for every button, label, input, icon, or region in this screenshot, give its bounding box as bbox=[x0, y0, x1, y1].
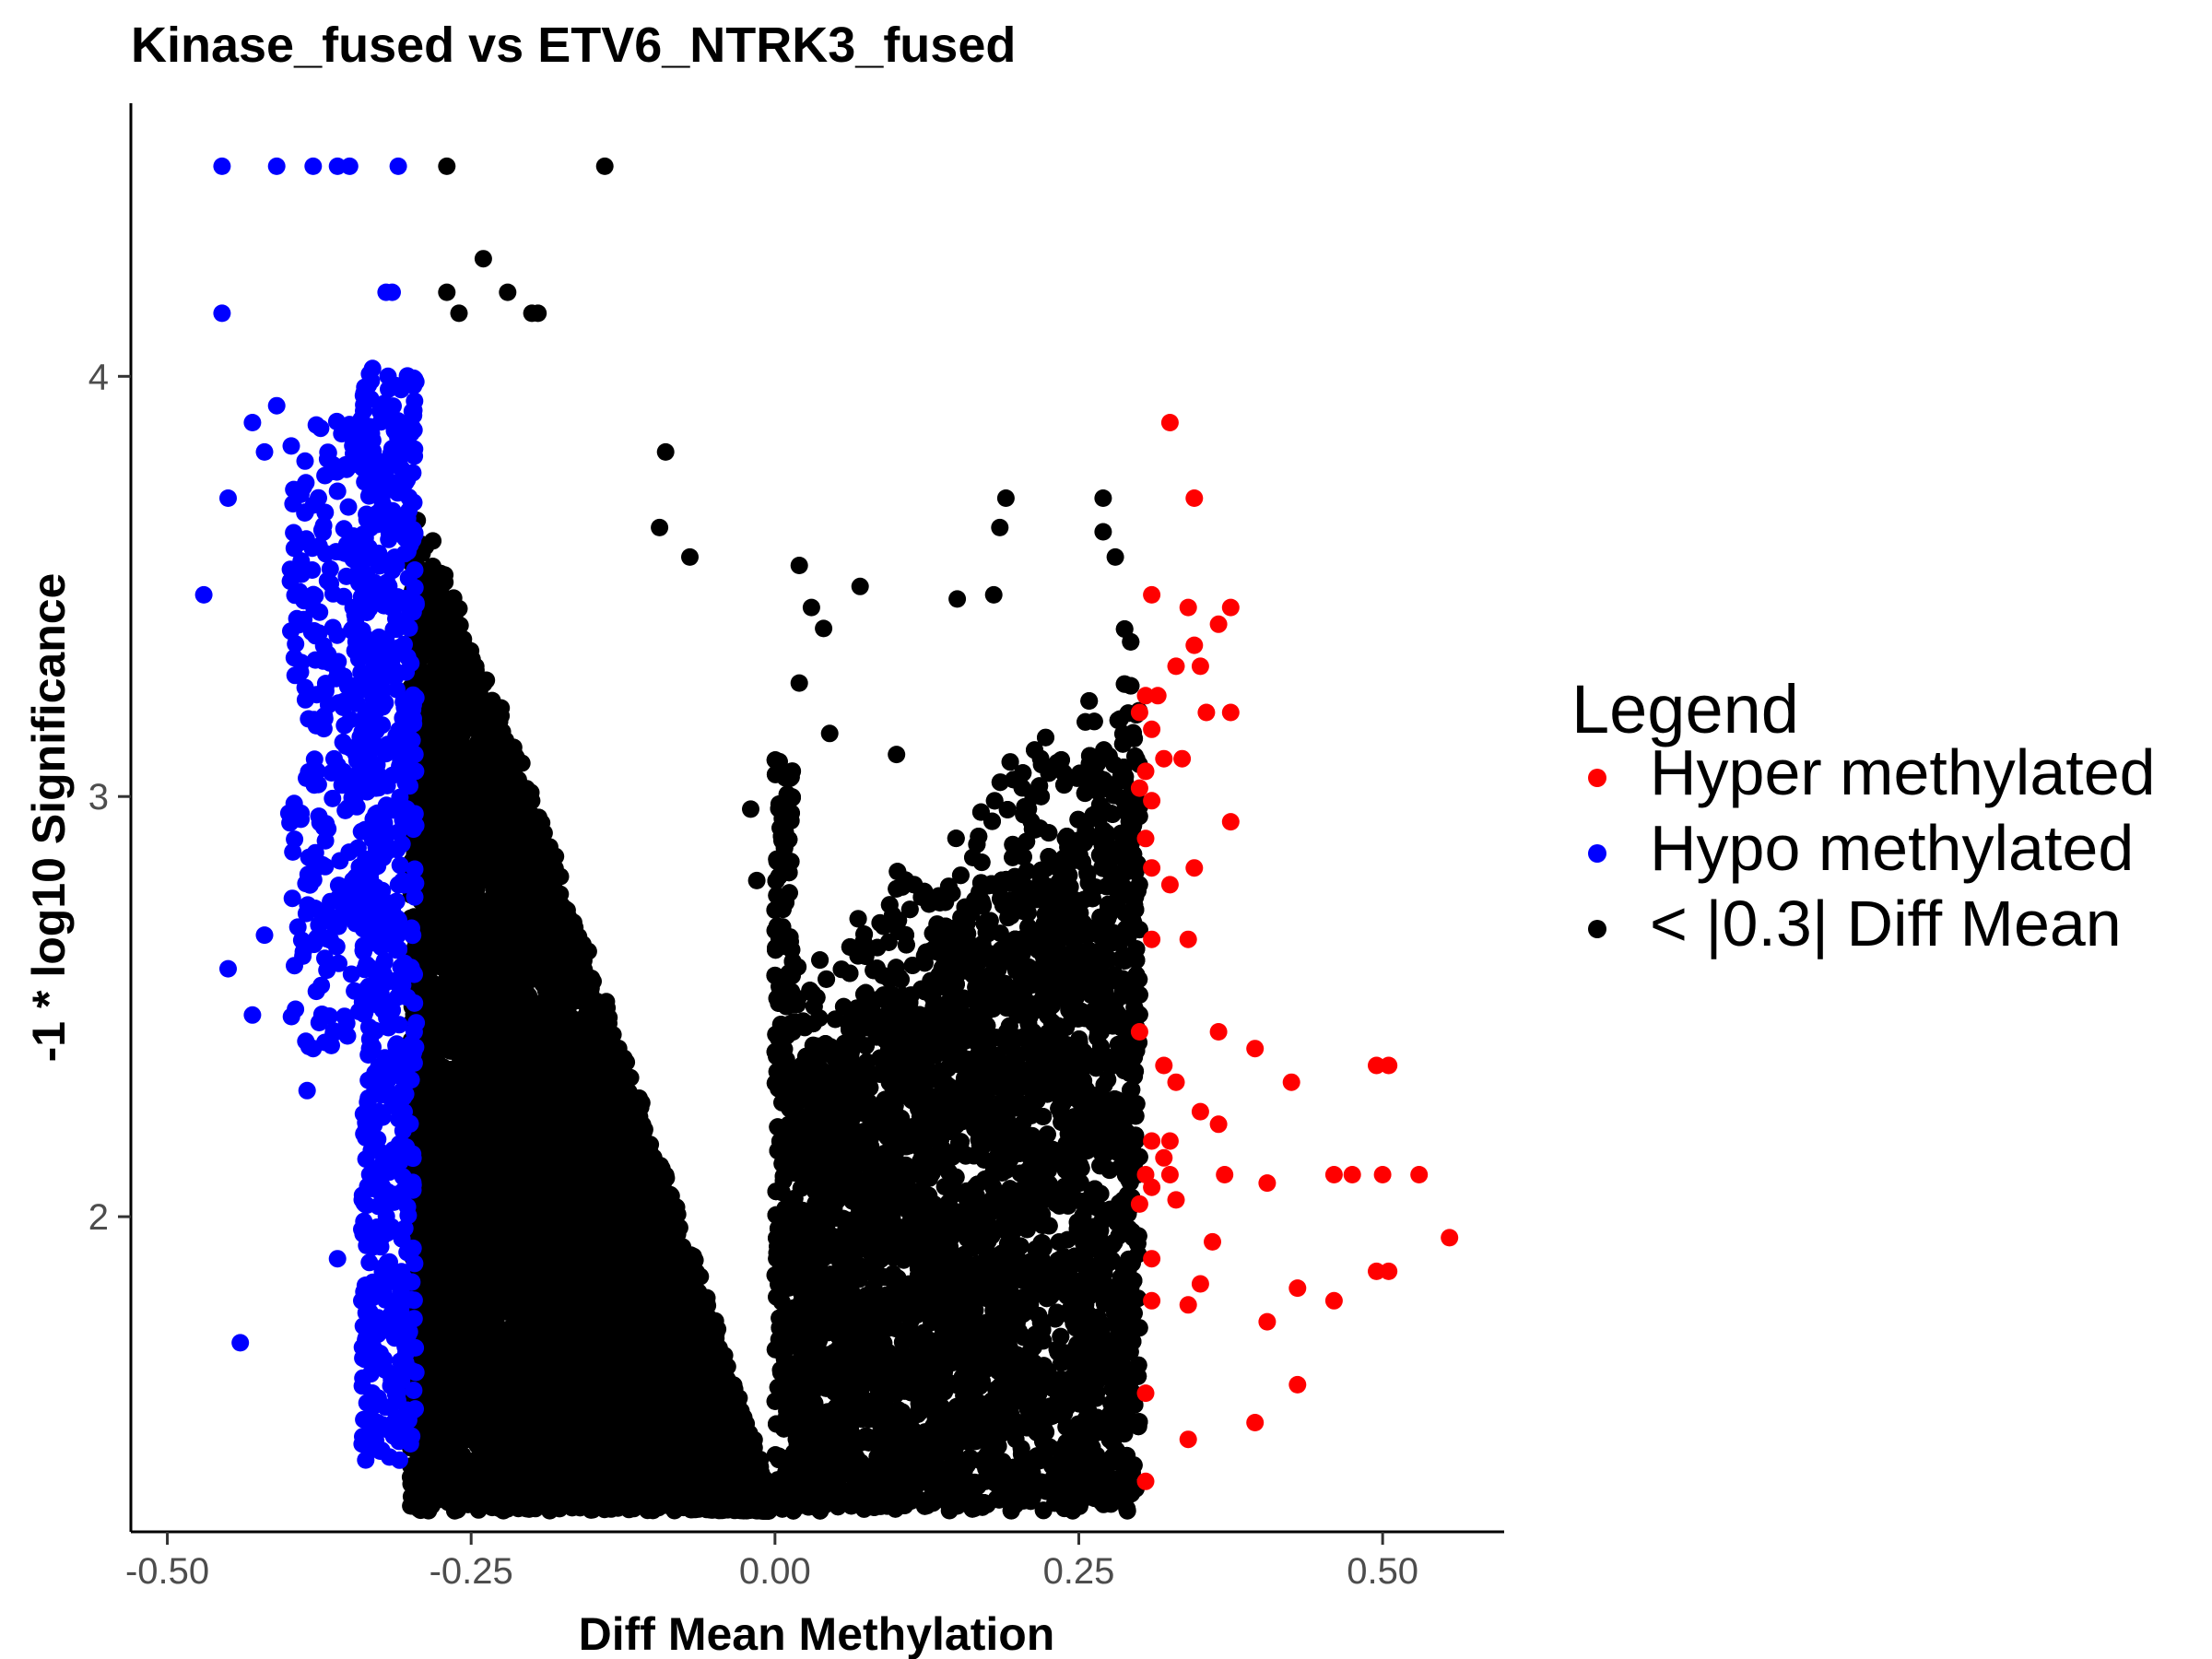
plot-area bbox=[194, 157, 1459, 1520]
chart-title: Kinase_fused vs ETV6_NTRK3_fused bbox=[131, 18, 1016, 73]
